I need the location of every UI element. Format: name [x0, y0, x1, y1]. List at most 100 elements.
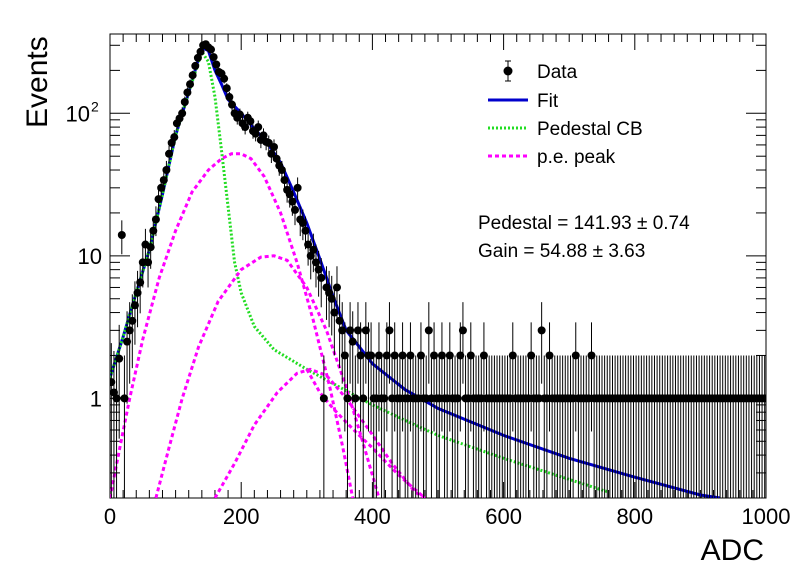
data-point: [293, 183, 302, 192]
data-point: [225, 93, 234, 102]
data-point: [193, 53, 202, 62]
data-point: [335, 316, 344, 325]
data-point: [117, 231, 126, 240]
data-point: [332, 283, 341, 292]
legend-label: Data: [537, 62, 578, 83]
data-point: [290, 205, 299, 214]
data-point: [327, 294, 336, 303]
data-point: [301, 226, 310, 235]
y-tick-label: 10: [66, 101, 90, 126]
data-point: [235, 110, 244, 119]
data-point: [112, 394, 121, 403]
data-point: [144, 258, 153, 267]
data-point: [151, 215, 160, 224]
data-point: [338, 326, 347, 335]
data-point: [157, 183, 166, 192]
data-point: [311, 258, 320, 267]
data-point: [445, 351, 454, 360]
data-point: [304, 240, 313, 249]
series-line: [305, 368, 426, 498]
data-point: [390, 351, 399, 360]
data-point: [222, 84, 231, 93]
data-point: [254, 123, 263, 132]
y-tick-exponent: 2: [91, 98, 99, 114]
series-line: [213, 367, 426, 498]
data-point: [406, 351, 415, 360]
y-tick-label: 10: [78, 244, 102, 269]
legend: Data Fit Pedestal CB p.e. peak: [488, 60, 643, 168]
data-point: [136, 278, 145, 287]
data-point: [527, 351, 536, 360]
data-point: [280, 176, 289, 185]
fit-result-text: Pedestal = 141.93 ± 0.74: [478, 213, 690, 234]
data-point: [466, 351, 475, 360]
data-point: [385, 326, 394, 335]
data-point: [351, 394, 360, 403]
data-point: [298, 218, 307, 227]
data-point: [209, 53, 218, 62]
legend-label: Fit: [537, 91, 559, 112]
x-tick-label: 1000: [742, 504, 791, 529]
data-point: [212, 60, 221, 69]
data-point: [382, 351, 391, 360]
data-point: [309, 245, 318, 254]
data-point: [267, 149, 276, 158]
data-point: [207, 45, 216, 54]
data-point: [183, 88, 192, 97]
data-point: [241, 123, 250, 132]
data-point: [353, 326, 362, 335]
data-point: [545, 351, 554, 360]
data-point: [359, 394, 368, 403]
data-point: [128, 316, 137, 325]
data-point: [374, 351, 383, 360]
data-point: [133, 288, 142, 297]
data-point: [508, 351, 517, 360]
data-point: [246, 117, 255, 126]
data-point: [453, 394, 462, 403]
data-point: [259, 131, 268, 140]
y-tick-label: 1: [90, 386, 102, 411]
data-point: [314, 265, 323, 274]
data-point: [154, 195, 163, 204]
series-line: [110, 152, 355, 498]
data-point: [317, 273, 326, 282]
data-point: [346, 326, 355, 335]
data-point: [277, 166, 286, 175]
data-point: [186, 80, 195, 89]
data-point: [380, 394, 389, 403]
legend-marker: [503, 66, 513, 76]
data-point: [430, 351, 439, 360]
y-axis-label: Events: [21, 36, 54, 128]
data-point: [120, 394, 129, 403]
data-point: [587, 351, 596, 360]
series-line: [154, 254, 381, 498]
data-point: [191, 61, 200, 70]
data-point: [361, 326, 370, 335]
annotations: Pedestal = 141.93 ± 0.74 Gain = 54.88 ± 3…: [478, 213, 690, 262]
data-point: [348, 337, 357, 346]
data-point: [356, 351, 365, 360]
data-point: [178, 109, 187, 118]
data-point: [571, 351, 580, 360]
data-point: [270, 143, 278, 152]
x-axis-label: ADC: [701, 534, 764, 567]
data-point: [220, 74, 229, 83]
data-point: [188, 71, 197, 80]
data-points: [110, 40, 766, 498]
data-point: [424, 326, 433, 335]
data-point: [479, 351, 488, 360]
x-tick-label: 0: [104, 504, 116, 529]
data-point: [537, 326, 546, 335]
data-point: [330, 308, 339, 317]
data-point: [162, 166, 171, 175]
data-point: [159, 176, 168, 185]
data-point: [288, 197, 297, 206]
data-point: [123, 337, 132, 346]
data-point: [125, 326, 134, 335]
x-tick-label: 400: [354, 504, 391, 529]
x-tick-label: 800: [616, 504, 653, 529]
data-point: [165, 149, 174, 158]
data-point: [180, 98, 189, 107]
data-point: [760, 394, 766, 403]
